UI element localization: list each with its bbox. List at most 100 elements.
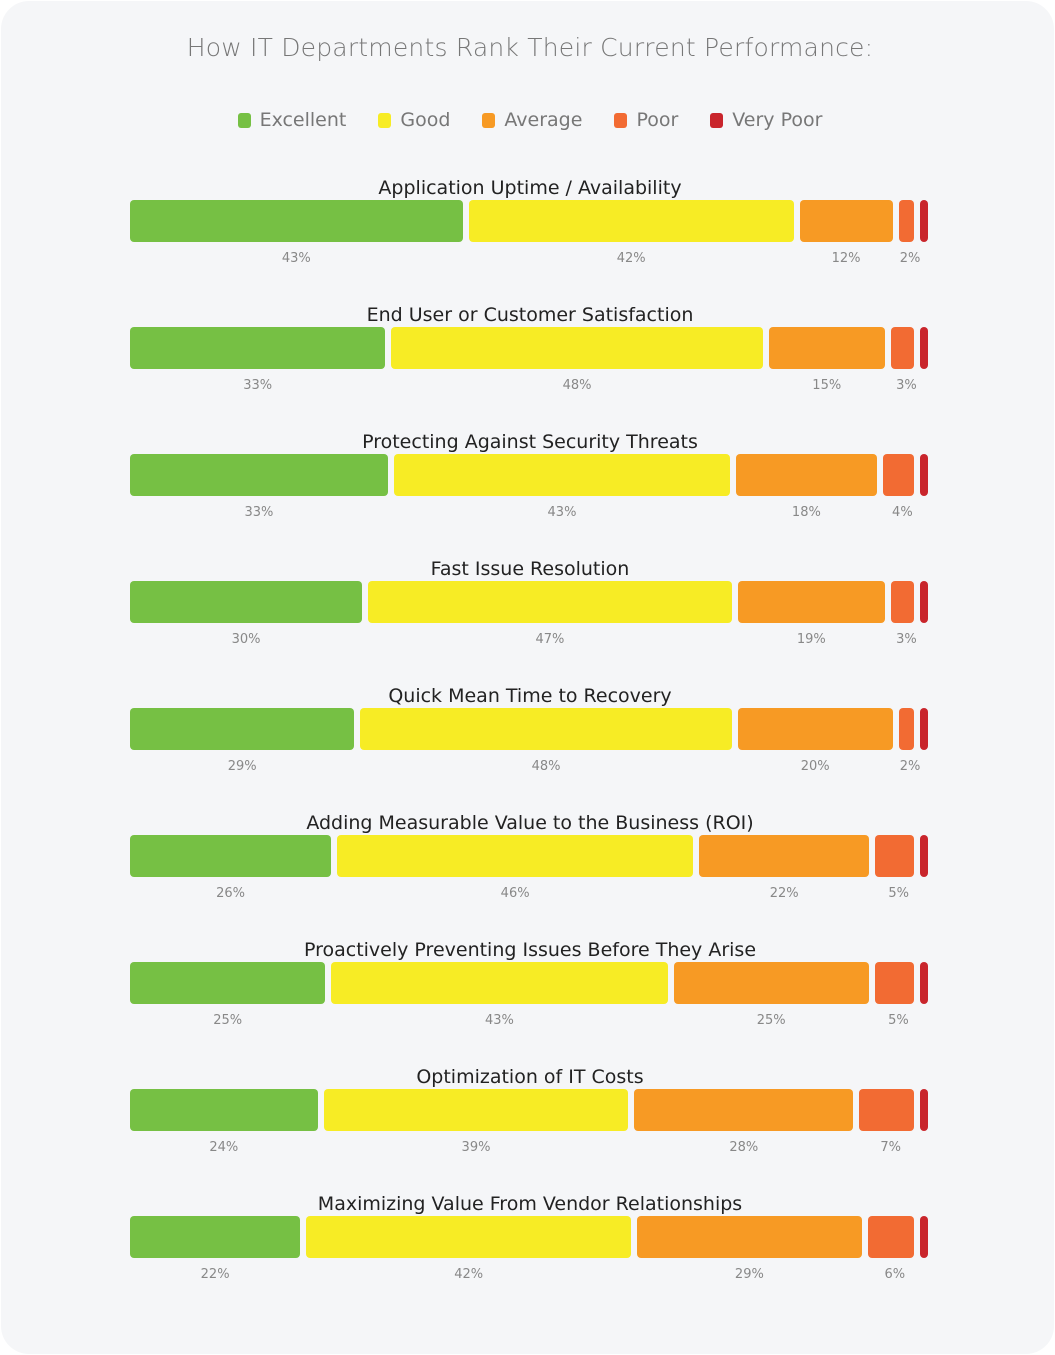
bar-segment-very-poor [920,454,928,496]
bar-segment-very-poor [920,581,928,623]
bar-segment-good [337,835,694,877]
legend-label: Good [400,109,451,131]
bar-segment-average [737,581,885,623]
data-label: 24% [209,1140,239,1155]
legend-swatch [482,112,496,128]
data-label: 22% [200,1267,230,1282]
bar-segment-average [637,1216,862,1258]
legend-label: Very Poor [732,109,823,131]
data-label: 48% [531,759,561,774]
bar-segment-average [634,1089,854,1131]
bar-segment-excellent [130,454,388,496]
bar-segment-excellent [130,835,332,877]
bar-segment-poor [898,200,914,242]
stacked-bar: 33% 48% 15% 3% [130,327,928,393]
stacked-bar: 22% 42% 29% 6% [130,1216,928,1282]
bar-segment-excellent [130,1089,318,1131]
data-label: 18% [791,505,821,520]
data-label: 4% [892,505,913,520]
data-label: 25% [756,1013,786,1028]
bar-segment-excellent [130,708,355,750]
bar-segment-average [768,327,885,369]
data-label: 12% [831,251,861,266]
bar-segment-poor [867,1216,914,1258]
bar-segment-very-poor [920,835,928,877]
bar-segment-very-poor [920,962,928,1004]
bar-segment-average [673,962,869,1004]
data-label: 33% [243,378,273,393]
bar-segment-poor [898,708,914,750]
category-label: Protecting Against Security Threats [362,431,698,453]
data-label: 29% [227,759,257,774]
bar-segment-poor [890,581,914,623]
data-label: 5% [888,1013,909,1028]
data-label: 3% [896,378,917,393]
bar-segment-good [306,1216,632,1258]
data-label: 25% [213,1013,243,1028]
data-label: 22% [769,886,799,901]
data-label: 15% [812,378,842,393]
legend-item-poor: Poor [614,109,678,131]
data-label: 5% [888,886,909,901]
stacked-bar: 30% 47% 19% 3% [130,581,928,647]
bar-segment-very-poor [920,1089,928,1131]
legend: Excellent Good Average Poor Very Poor [1,109,1055,131]
data-label: 47% [535,632,565,647]
stacked-bar: 25% 43% 25% 5% [130,962,928,1028]
legend-swatch [237,112,251,128]
stacked-bar: 29% 48% 20% 2% [130,708,928,774]
data-label: 26% [216,886,246,901]
bar-segment-average [736,454,877,496]
chart-title: How IT Departments Rank Their Current Pe… [186,33,874,62]
bar-segment-good [360,708,732,750]
bar-segment-poor [882,454,914,496]
legend-swatch [710,112,724,128]
category-label: Application Uptime / Availability [378,177,682,199]
legend-item-very-poor: Very Poor [710,109,822,131]
legend-swatch [614,112,628,128]
legend-swatch [378,112,392,128]
data-label: 43% [485,1013,514,1028]
data-label: 42% [616,251,646,266]
bar-segment-excellent [130,581,363,623]
data-label: 19% [796,632,826,647]
bar-segment-excellent [130,200,463,242]
stacked-bar: 33% 43% 18% 4% [130,454,928,520]
legend-item-excellent: Excellent [237,109,347,131]
data-label: 39% [461,1140,491,1155]
data-label: 29% [734,1267,764,1282]
bar-segment-good [331,962,668,1004]
bar-segment-excellent [130,327,386,369]
category-label: Maximizing Value From Vendor Relationshi… [317,1193,743,1215]
bar-segment-average [737,708,893,750]
data-label: 43% [281,251,311,266]
bar-segment-poor [875,835,914,877]
category-label: Optimization of IT Costs [416,1066,644,1088]
data-label: 6% [884,1267,906,1282]
data-label: 2% [899,759,921,774]
legend-label: Average [504,109,583,131]
data-label: 7% [880,1140,901,1155]
bar-segment-excellent [130,1216,301,1258]
category-label: Adding Measurable Value to the Business … [306,812,754,834]
legend-item-good: Good [378,109,450,131]
bar-segment-good [368,581,732,623]
bar-segment-good [468,200,794,242]
bar-segment-average [699,835,870,877]
legend-item-average: Average [482,109,582,131]
data-label: 28% [729,1140,759,1155]
stacked-bar: 43% 42% 12% 2% [130,200,928,266]
bar-segment-poor [890,327,914,369]
data-label: 42% [454,1267,484,1282]
bar-segment-very-poor [920,708,928,750]
data-label: 3% [896,632,917,647]
data-label: 48% [562,378,592,393]
legend-label: Excellent [259,109,347,131]
data-label: 2% [899,251,921,266]
bar-segment-very-poor [920,1216,928,1258]
category-label: End User or Customer Satisfaction [366,304,694,326]
bar-segment-poor [859,1089,914,1131]
stacked-bar: 24% 39% 28% 7% [130,1089,928,1155]
legend-label: Poor [636,109,679,131]
